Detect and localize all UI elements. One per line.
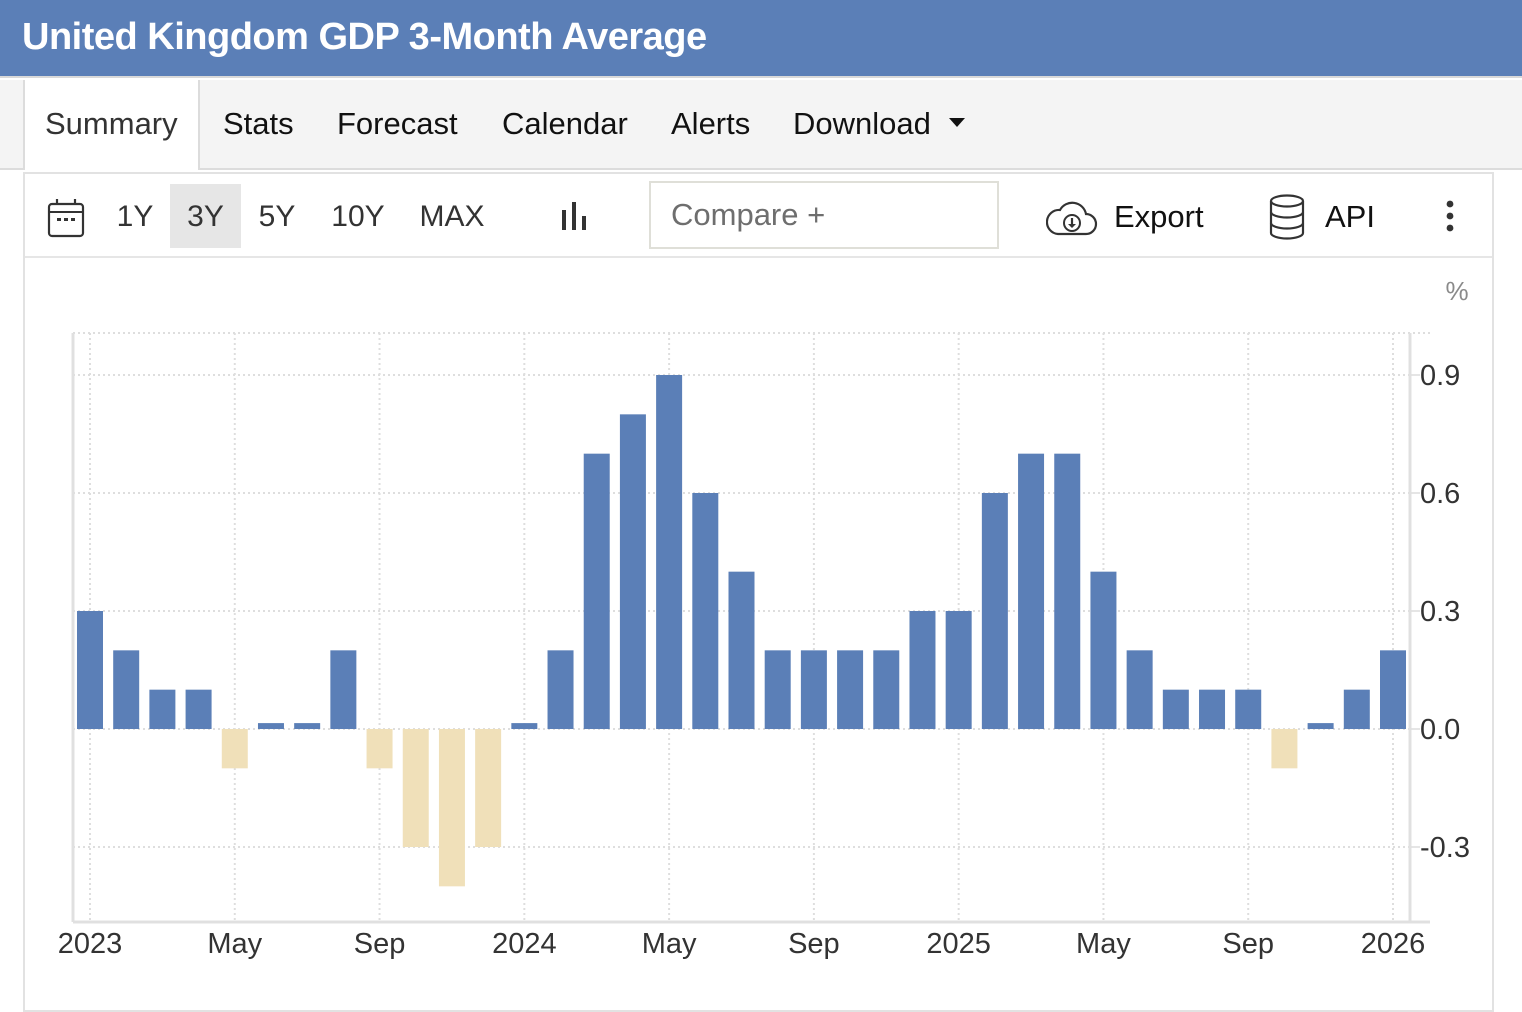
bar	[1162, 689, 1189, 729]
bar	[945, 611, 972, 729]
x-tick-label: 2025	[926, 928, 991, 960]
bar	[113, 650, 140, 729]
bar	[656, 375, 683, 729]
y-tick-label: 0.9	[1420, 360, 1460, 392]
bar	[475, 729, 502, 847]
bar	[764, 650, 791, 729]
grid-lines	[73, 332, 1430, 922]
bar	[149, 689, 176, 729]
x-tick-label: 2026	[1361, 928, 1426, 960]
x-tick-label: Sep	[354, 928, 406, 960]
bar	[1271, 729, 1298, 769]
x-tick-label: May	[207, 928, 262, 960]
tab-summary[interactable]: Summary	[23, 80, 200, 170]
caret-down-icon	[948, 118, 965, 128]
bar	[1199, 689, 1226, 729]
bar	[1018, 453, 1045, 729]
export-button[interactable]: Export	[1114, 199, 1204, 234]
bar	[1380, 650, 1406, 729]
range-max[interactable]: MAX	[419, 200, 485, 233]
tab-download[interactable]: Download	[793, 80, 965, 170]
bar	[366, 729, 393, 769]
tab-alerts[interactable]: Alerts	[671, 106, 751, 141]
bar	[1126, 650, 1153, 729]
calendar-icon[interactable]	[47, 198, 85, 243]
bar	[257, 723, 284, 729]
tab-calendar[interactable]: Calendar	[502, 106, 628, 141]
api-button[interactable]: API	[1325, 199, 1375, 234]
range-10y[interactable]: 10Y	[331, 200, 385, 233]
bar	[330, 650, 357, 729]
range-3y[interactable]: 3Y	[170, 184, 241, 248]
range-5y[interactable]: 5Y	[258, 200, 296, 233]
bar	[619, 414, 646, 729]
y-unit-label: %	[1445, 276, 1468, 306]
bar	[583, 453, 610, 729]
bar	[837, 650, 864, 729]
tab-forecast[interactable]: Forecast	[337, 106, 458, 141]
tab-download-label: Download	[793, 106, 931, 141]
bar	[909, 611, 936, 729]
bar	[438, 729, 465, 887]
bar	[77, 611, 103, 729]
bar	[511, 723, 538, 729]
y-tick-label: 0.3	[1420, 596, 1460, 628]
bar	[692, 493, 719, 729]
y-tick-label: 0.0	[1420, 714, 1460, 746]
chart-toolbar: 1Y 3Y 5Y 10Y MAX Compare + Export API	[25, 174, 1492, 258]
tab-bar: Summary Stats Forecast Calendar Alerts D…	[0, 80, 1522, 170]
bar	[402, 729, 429, 847]
bar	[185, 689, 212, 729]
bar	[728, 571, 755, 729]
bar	[1054, 453, 1081, 729]
x-tick-label: May	[1076, 928, 1131, 960]
x-tick-label: 2024	[492, 928, 557, 960]
bar	[873, 650, 900, 729]
x-tick-label: 2023	[58, 928, 123, 960]
title-bar: United Kingdom GDP 3-Month Average	[0, 0, 1522, 78]
x-tick-label: Sep	[1222, 928, 1274, 960]
cloud-download-icon[interactable]	[1045, 198, 1098, 243]
axes: 0.9 0.6 0.3 0.0 -0.3 2023 May Sep 2024 May Sep 2025…	[58, 333, 1470, 960]
range-1y[interactable]: 1Y	[116, 200, 154, 233]
chart-panel: 1Y 3Y 5Y 10Y MAX Compare + Export API	[23, 172, 1494, 1012]
x-tick-label: May	[642, 928, 697, 960]
compare-input[interactable]: Compare +	[649, 181, 999, 249]
y-tick-label: -0.3	[1420, 832, 1470, 864]
bar	[1343, 689, 1370, 729]
bar	[800, 650, 827, 729]
page-title: United Kingdom GDP 3-Month Average	[22, 16, 707, 58]
bar	[1235, 689, 1262, 729]
bar	[547, 650, 574, 729]
bar	[221, 729, 248, 769]
database-icon[interactable]	[1268, 194, 1306, 245]
tab-stats[interactable]: Stats	[223, 106, 294, 141]
x-tick-label: Sep	[788, 928, 840, 960]
bar	[981, 493, 1008, 729]
bar	[1090, 571, 1117, 729]
y-tick-label: 0.6	[1420, 478, 1460, 510]
bar	[294, 723, 321, 729]
more-vertical-icon[interactable]	[1445, 200, 1455, 237]
bars	[77, 375, 1406, 887]
bar	[1307, 723, 1334, 729]
bar-chart-icon[interactable]	[560, 200, 590, 237]
